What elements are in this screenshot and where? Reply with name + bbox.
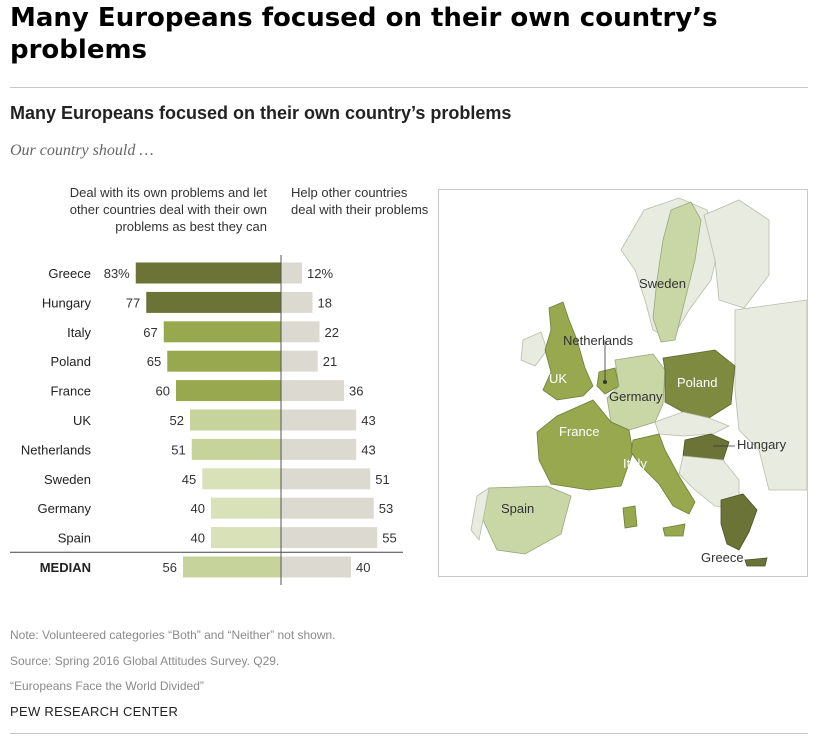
map-label-poland: Poland	[677, 375, 718, 390]
left-bar	[146, 291, 281, 313]
right-value-label: 22	[325, 325, 339, 340]
right-bar	[281, 527, 378, 549]
left-value-label: 51	[171, 442, 185, 457]
greece-shape	[720, 493, 758, 551]
italy-shape	[630, 433, 696, 515]
chart-subtitle: Our country should …	[10, 142, 154, 159]
left-bar	[202, 468, 281, 490]
netherlands-shape	[596, 367, 620, 395]
right-bar	[281, 321, 320, 343]
category-label: Poland	[51, 354, 91, 369]
crete-shape	[744, 557, 768, 567]
germany-shape	[606, 353, 666, 431]
central-europe-shape	[654, 411, 730, 437]
right-value-label: 53	[379, 501, 393, 516]
portugal-shape	[470, 487, 490, 541]
chart-title: Many Europeans focused on their own coun…	[10, 103, 512, 123]
eastern-europe-shape	[734, 299, 807, 491]
finland-shape	[703, 199, 770, 309]
left-value-label: 67	[143, 325, 157, 340]
category-label: UK	[73, 413, 91, 428]
footer-note: Note: Volunteered categories “Both” and …	[10, 628, 336, 642]
median-label: MEDIAN	[40, 560, 91, 575]
right-bar	[281, 438, 357, 460]
left-bar	[190, 409, 281, 431]
right-value-label: 43	[361, 413, 375, 428]
left-bar	[163, 321, 281, 343]
left-bar	[191, 438, 281, 460]
median-left-value: 56	[163, 560, 177, 575]
bar-chart: Greece 83% 12% Hungary 77 18 Italy 67 22 Poland 65…	[10, 255, 403, 585]
footer-credit: PEW RESEARCH CENTER	[10, 704, 179, 719]
netherlands-marker	[603, 380, 607, 384]
footer-report: “Europeans Face the World Divided”	[10, 679, 204, 693]
top-divider	[10, 87, 808, 88]
france-shape	[536, 399, 634, 491]
page-title: Many Europeans focused on their own coun…	[10, 3, 718, 65]
left-value-label: 52	[170, 413, 184, 428]
left-value-label: 40	[191, 501, 205, 516]
left-column-header: Deal with its own problems and let other…	[69, 185, 267, 234]
map-label-netherlands: Netherlands	[563, 333, 634, 348]
map-label-italy: Italy	[623, 456, 647, 471]
left-value-label: 45	[182, 472, 196, 487]
left-bar	[211, 497, 281, 519]
right-column-header: Help other countries deal with their pro…	[291, 185, 429, 217]
category-label: Hungary	[42, 295, 92, 310]
right-bar	[281, 380, 344, 402]
right-bar	[281, 409, 357, 431]
left-bar	[176, 380, 281, 402]
category-label: Sweden	[44, 472, 91, 487]
left-bar	[135, 262, 281, 284]
ireland-shape	[520, 331, 548, 367]
left-value-label: 65	[147, 354, 161, 369]
europe-map: Sweden Netherlands UK Germany Poland Fra…	[438, 189, 808, 577]
right-bar	[281, 291, 313, 313]
median-right-bar	[281, 556, 351, 578]
right-value-label: 18	[318, 295, 332, 310]
left-value-label: 83%	[104, 266, 130, 281]
map-label-spain: Spain	[501, 501, 535, 516]
right-bar	[281, 262, 302, 284]
median-left-bar	[183, 556, 281, 578]
category-label: Italy	[67, 325, 91, 340]
map-label-greece: Greece	[701, 550, 744, 565]
sweden-shape	[652, 201, 702, 343]
map-label-germany: Germany	[609, 389, 663, 404]
map-label-sweden: Sweden	[639, 276, 686, 291]
uk-shape	[542, 301, 594, 401]
right-bar	[281, 468, 371, 490]
median-right-value: 40	[356, 560, 370, 575]
map-label-uk: UK	[549, 371, 568, 386]
right-value-label: 55	[382, 531, 396, 546]
right-value-label: 43	[361, 442, 375, 457]
footer-source: Source: Spring 2016 Global Attitudes Sur…	[10, 654, 280, 668]
spain-shape	[482, 485, 572, 555]
category-label: Netherlands	[21, 442, 92, 457]
map-label-france: France	[559, 424, 600, 439]
left-value-label: 60	[156, 384, 170, 399]
right-bar	[281, 350, 318, 372]
category-label: Spain	[58, 531, 91, 546]
right-value-label: 36	[349, 384, 363, 399]
left-value-label: 77	[126, 295, 140, 310]
sardinia-shape	[622, 505, 638, 529]
bottom-divider	[10, 733, 808, 734]
category-label: Germany	[38, 501, 92, 516]
sicily-shape	[662, 523, 686, 537]
left-bar	[167, 350, 281, 372]
category-label: France	[51, 384, 91, 399]
category-label: Greece	[48, 266, 91, 281]
map-label-hungary: Hungary	[737, 437, 787, 452]
right-value-label: 21	[323, 354, 337, 369]
right-value-label: 51	[375, 472, 389, 487]
right-bar	[281, 497, 374, 519]
europe-map-shapes	[439, 190, 807, 576]
right-value-label: 12%	[307, 266, 333, 281]
left-value-label: 40	[191, 531, 205, 546]
left-bar	[211, 527, 281, 549]
